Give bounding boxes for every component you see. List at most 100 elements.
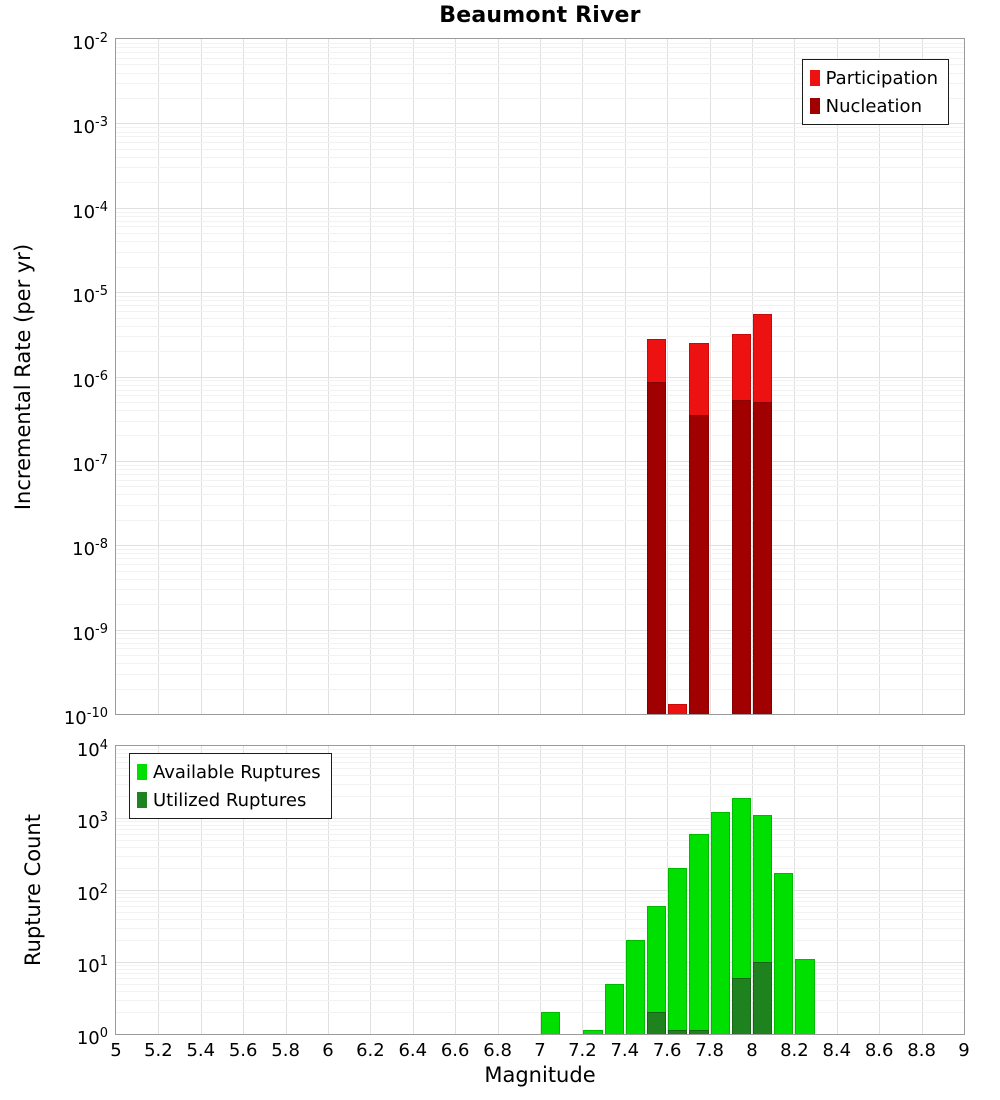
y-tick-label: 102 xyxy=(76,882,108,905)
y-tick-label: 10-3 xyxy=(72,115,108,139)
gridline-horizontal-minor xyxy=(116,57,964,59)
gridline-horizontal-minor xyxy=(116,901,964,903)
gridline-horizontal-minor xyxy=(116,855,964,857)
utilized-ruptures-bar xyxy=(647,1012,667,1034)
gridline-horizontal-minor xyxy=(116,549,964,551)
gridline-horizontal-minor xyxy=(116,673,964,675)
x-tick-label: 6.2 xyxy=(356,1040,385,1061)
gridline-horizontal-minor xyxy=(116,977,964,979)
count-grid-layer xyxy=(116,746,964,1034)
gridline-horizontal xyxy=(116,818,964,819)
available-ruptures-bar xyxy=(583,1030,603,1034)
gridline-horizontal-minor xyxy=(116,156,964,158)
nucleation-bar xyxy=(753,401,773,714)
chart-title: Beaumont River xyxy=(439,3,641,28)
y-tick-label: 10-5 xyxy=(72,284,108,308)
nucleation-bar xyxy=(689,414,709,714)
gridline-horizontal-minor xyxy=(116,968,964,970)
gridline-horizontal-minor xyxy=(116,47,964,49)
gridline-horizontal-minor xyxy=(116,504,964,506)
available-ruptures-bar xyxy=(795,959,815,1034)
gridline-horizontal-minor xyxy=(116,325,964,327)
gridline-horizontal-minor xyxy=(116,990,964,992)
x-tick-label: 6.8 xyxy=(483,1040,512,1061)
gridline-horizontal-minor xyxy=(116,927,964,929)
gridline-horizontal-minor xyxy=(116,648,964,650)
y-tick-label: 10-6 xyxy=(72,368,108,392)
utilized-ruptures-bar xyxy=(668,1030,688,1034)
gridline-horizontal-minor xyxy=(116,469,964,471)
gridline-horizontal-minor xyxy=(116,563,964,565)
gridline-horizontal-minor xyxy=(116,821,964,823)
gridline-horizontal-minor xyxy=(116,401,964,403)
gridline-horizontal-minor xyxy=(116,893,964,895)
gridline-horizontal-minor xyxy=(116,604,964,606)
gridline-horizontal-minor xyxy=(116,637,964,639)
y-tick-label: 10-8 xyxy=(72,537,108,561)
gridline-horizontal-minor xyxy=(116,918,964,920)
x-tick-label: 7.6 xyxy=(652,1040,682,1061)
gridline-horizontal-minor xyxy=(116,663,964,665)
utilized-ruptures-bar xyxy=(753,962,773,1034)
gridline-horizontal-minor xyxy=(116,829,964,831)
gridline-horizontal-minor xyxy=(116,435,964,437)
gridline-horizontal-minor xyxy=(116,973,964,975)
available-ruptures-bar xyxy=(710,812,730,1034)
available-ruptures-bar xyxy=(731,797,751,1034)
gridline-horizontal-minor xyxy=(116,72,964,74)
gridline-horizontal-minor xyxy=(116,633,964,635)
count-legend: Available Ruptures Utilized Ruptures xyxy=(129,753,332,819)
rate-legend: Participation Nucleation xyxy=(801,59,949,125)
gridline-horizontal xyxy=(116,376,964,378)
count-bars-layer xyxy=(116,746,964,1034)
gridline-horizontal xyxy=(116,460,964,462)
available-ruptures-bar xyxy=(647,905,667,1034)
gridline-horizontal-minor xyxy=(116,384,964,386)
gridline-horizontal-minor xyxy=(116,380,964,382)
available-ruptures-bar xyxy=(541,1012,561,1034)
gridline-horizontal-minor xyxy=(116,241,964,243)
gridline-horizontal-minor xyxy=(116,578,964,580)
x-tick-label: 8.8 xyxy=(907,1040,936,1061)
participation-legend-label: Participation xyxy=(825,67,938,89)
gridline-horizontal-minor xyxy=(116,519,964,521)
gridline-horizontal-minor xyxy=(116,655,964,657)
utilized-ruptures-bar xyxy=(731,977,751,1034)
x-tick-label: 6 xyxy=(322,1040,334,1061)
gridline-horizontal-minor xyxy=(116,233,964,235)
rate-bars-layer xyxy=(116,39,964,714)
gridline-horizontal-minor xyxy=(116,131,964,133)
gridline-horizontal-minor xyxy=(116,761,964,763)
gridline-horizontal-minor xyxy=(116,824,964,826)
gridline-horizontal-minor xyxy=(116,83,964,85)
gridline-horizontal-minor xyxy=(116,148,964,150)
gridline-horizontal-minor xyxy=(116,251,964,253)
gridline-horizontal-minor xyxy=(116,688,964,690)
gridline-horizontal-minor xyxy=(116,642,964,644)
participation-bar xyxy=(668,704,688,714)
gridline-horizontal-minor xyxy=(116,589,964,591)
utilized-ruptures-swatch-icon xyxy=(137,792,147,808)
gridline-horizontal-minor xyxy=(116,494,964,496)
gridline-horizontal-minor xyxy=(116,767,964,769)
y-tick-label: 10-10 xyxy=(63,706,108,729)
legend-item-participation: Participation xyxy=(809,64,938,92)
gridline-horizontal-minor xyxy=(116,796,964,798)
gridline-horizontal-minor xyxy=(116,295,964,297)
gridline-horizontal-minor xyxy=(116,97,964,99)
y-tick-label: 100 xyxy=(76,1026,108,1049)
available-ruptures-bar xyxy=(689,833,709,1034)
gridline-horizontal-minor xyxy=(116,757,964,759)
utilized-ruptures-legend-label: Utilized Ruptures xyxy=(153,789,307,811)
rate-grid-layer xyxy=(116,39,964,714)
gridline-horizontal-minor xyxy=(116,965,964,967)
gridline-horizontal-minor xyxy=(116,310,964,312)
gridline-horizontal-minor xyxy=(116,64,964,66)
participation-swatch-icon xyxy=(809,70,820,86)
gridline-horizontal-minor xyxy=(116,395,964,397)
gridline-horizontal-minor xyxy=(116,142,964,144)
legend-item-available-ruptures: Available Ruptures xyxy=(137,758,321,786)
gridline-horizontal-minor xyxy=(116,774,964,776)
gridline-horizontal-minor xyxy=(116,749,964,751)
x-tick-label: 5.4 xyxy=(186,1040,216,1061)
